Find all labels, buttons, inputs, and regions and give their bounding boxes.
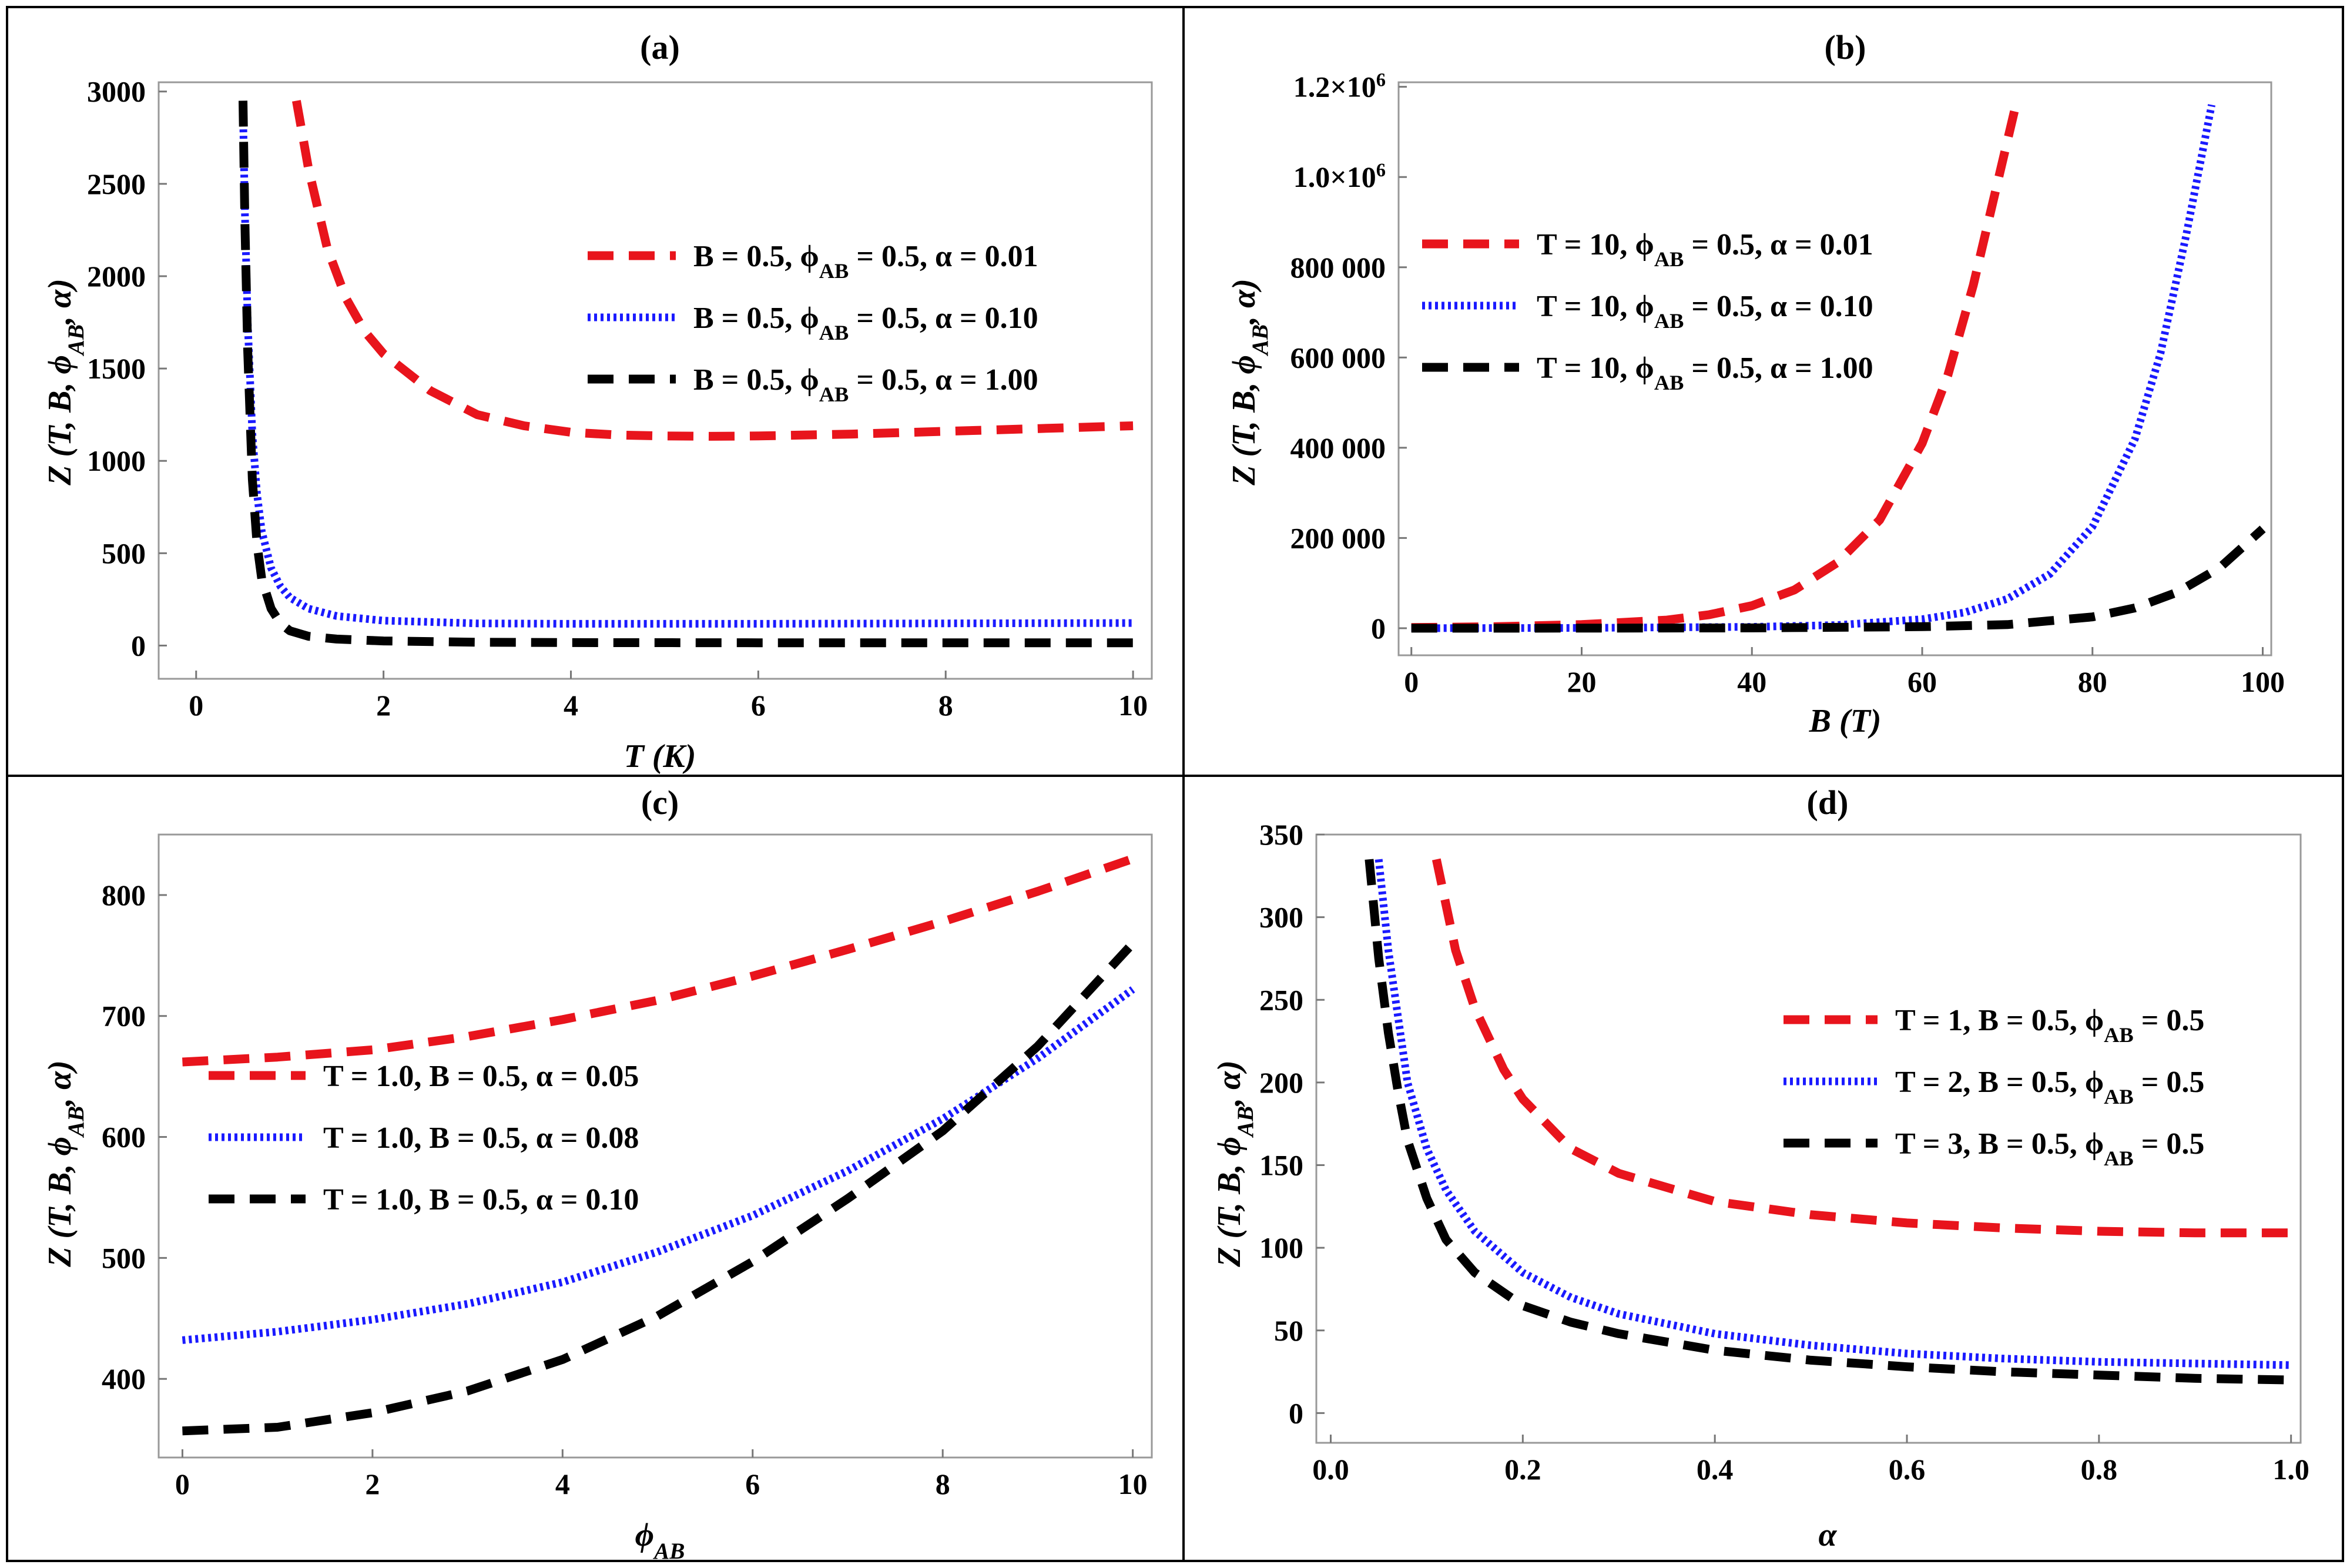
panel-b-ytick-label: 1.0×106 bbox=[1293, 160, 1386, 193]
panel-a-ytick-label: 500 bbox=[102, 537, 146, 569]
panel-d-xlabel: α bbox=[1819, 1517, 1838, 1553]
panel-d-ytick-label: 200 bbox=[1259, 1066, 1303, 1099]
panel-c-ytick-label: 400 bbox=[102, 1362, 146, 1395]
panel-c-xtick-label: 10 bbox=[1118, 1468, 1148, 1500]
panel-b: (b) B (T) Z (T, B, ϕAB, α) 0 20 40 60 80 1000… bbox=[1226, 28, 2285, 739]
panel-d-xtick-label: 0.8 bbox=[2081, 1453, 2118, 1486]
panel-b-xlabel: B (T) bbox=[1809, 703, 1882, 739]
panel-d-ytick-label: 100 bbox=[1259, 1231, 1303, 1264]
panel-d-ytick-label: 300 bbox=[1259, 901, 1303, 934]
panel-d-xtick-label: 0.4 bbox=[1697, 1453, 1734, 1486]
panel-a-marks: 0 2 4 6 8 10 0 500 1000 1500 2000 2500 3000 B = 0.5, … bbox=[87, 75, 1148, 722]
panel-c-title: (c) bbox=[641, 783, 679, 822]
panel-c-xtick-label: 6 bbox=[745, 1468, 760, 1500]
panel-b-legend-label-blue: T = 10, ϕAB = 0.5, α = 0.10 bbox=[1537, 290, 1873, 333]
panel-c-ytick-label: 800 bbox=[102, 879, 146, 912]
figure-frame bbox=[6, 6, 2344, 1562]
panel-b-ytick-label: 200 000 bbox=[1290, 521, 1386, 554]
panel-c-legend-label-black: T = 1.0, B = 0.5, α = 0.10 bbox=[323, 1183, 639, 1217]
panel-b-series-blue bbox=[1411, 104, 2215, 632]
panel-b-plot-area bbox=[1397, 81, 2272, 656]
panel-a-ytick-label: 3000 bbox=[87, 75, 146, 108]
panel-b-ytick-label: 800 000 bbox=[1290, 251, 1386, 284]
panel-d-ytick-label: 250 bbox=[1259, 983, 1303, 1016]
panel-d-legend-label-red: T = 1, B = 0.5, ϕAB = 0.5 bbox=[1895, 1004, 2204, 1047]
panel-a-title: (a) bbox=[640, 28, 680, 66]
panel-a-xtick-label: 0 bbox=[189, 689, 203, 722]
panel-a-xtick-label: 2 bbox=[376, 689, 391, 722]
panel-c-xtick-label: 0 bbox=[175, 1468, 190, 1500]
panel-a-xtick-label: 10 bbox=[1118, 689, 1148, 722]
panel-b-xtick-label: 60 bbox=[1908, 665, 1937, 698]
panel-b-ytick-label: 400 000 bbox=[1290, 431, 1386, 464]
panel-c-xtick-label: 4 bbox=[555, 1468, 570, 1500]
panel-d-ytick-label: 150 bbox=[1259, 1149, 1303, 1182]
panel-c-series-black bbox=[182, 940, 1137, 1436]
panel-d-plot-area bbox=[1315, 833, 2302, 1444]
panel-d-series-blue bbox=[1375, 859, 2291, 1369]
panel-b-xtick-label: 20 bbox=[1567, 665, 1596, 698]
panel-d-ytick-label: 350 bbox=[1259, 818, 1303, 851]
panel-b-marks: 0 20 40 60 80 100 0 200 000 400 000 600 000 800 00… bbox=[1290, 70, 2285, 698]
panel-d-legend-label-black: T = 3, B = 0.5, ϕAB = 0.5 bbox=[1895, 1127, 2204, 1170]
panel-d-ylabel: Z (T, B, ϕAB, α) bbox=[1211, 1060, 1258, 1268]
panel-c-legend-label-blue: T = 1.0, B = 0.5, α = 0.08 bbox=[323, 1121, 639, 1155]
panel-b-xtick-label: 80 bbox=[2078, 665, 2107, 698]
panel-b-title: (b) bbox=[1825, 28, 1866, 66]
panel-a-ytick-label: 1000 bbox=[87, 444, 146, 477]
panel-d-ytick-label: 50 bbox=[1274, 1314, 1303, 1347]
panel-c-xlabel: ϕAB bbox=[635, 1517, 685, 1564]
panel-a-ytick-label: 1500 bbox=[87, 352, 146, 385]
panel-a-legend-label-red: B = 0.5, ϕAB = 0.5, α = 0.01 bbox=[693, 240, 1038, 283]
panel-d-xtick-label: 0.0 bbox=[1312, 1453, 1349, 1486]
panel-a-series-black bbox=[239, 100, 1134, 648]
panel-a-xtick-label: 4 bbox=[564, 689, 578, 722]
panel-c-ytick-label: 600 bbox=[102, 1121, 146, 1154]
panel-a-ytick-label: 2000 bbox=[87, 260, 146, 293]
panel-d: (d) α Z (T, B, ϕAB, α) 0.0 0.2 0.4 0.6 0.8 1.… bbox=[1211, 783, 2309, 1553]
panel-a-xlabel: T (K) bbox=[624, 738, 696, 775]
panel-c-ytick-label: 500 bbox=[102, 1241, 146, 1274]
panel-b-ytick-label: 1.2×106 bbox=[1293, 70, 1386, 103]
panel-a: (a) T (K) Z (T, B, ϕAB, α) 0 2 4 6 8 10 0 500 10… bbox=[42, 28, 1153, 775]
panel-c-xtick-label: 8 bbox=[936, 1468, 950, 1500]
panel-c-marks: 0 2 4 6 8 10 400 500 600 700 800 T = 1.0, B = 0.5, … bbox=[102, 855, 1148, 1500]
panel-d-xtick-label: 1.0 bbox=[2272, 1453, 2309, 1486]
panel-b-xtick-label: 100 bbox=[2241, 665, 2285, 698]
panel-b-xtick-label: 40 bbox=[1737, 665, 1766, 698]
panel-b-ytick-label: 600 000 bbox=[1290, 341, 1386, 374]
panel-d-series-black bbox=[1365, 859, 2291, 1385]
panel-d-marks: 0.0 0.2 0.4 0.6 0.8 1.0 0 50 100 150 200 250 300 350 T… bbox=[1259, 818, 2309, 1486]
panel-a-ylabel: Z (T, B, ϕAB, α) bbox=[42, 279, 89, 486]
panel-c-plot-area bbox=[157, 833, 1153, 1459]
panel-b-xtick-label: 0 bbox=[1404, 665, 1419, 698]
panel-c-xtick-label: 2 bbox=[365, 1468, 380, 1500]
panel-d-xtick-label: 0.2 bbox=[1504, 1453, 1541, 1486]
panel-c-ylabel: Z (T, B, ϕAB, α) bbox=[42, 1060, 89, 1268]
panel-a-plot-area bbox=[157, 81, 1153, 680]
panel-a-ytick-label: 2500 bbox=[87, 167, 146, 200]
panel-d-title: (d) bbox=[1807, 783, 1849, 822]
panel-b-ylabel: Z (T, B, ϕAB, α) bbox=[1226, 279, 1273, 486]
panel-d-xtick-label: 0.6 bbox=[1889, 1453, 1926, 1486]
panel-a-series-red bbox=[292, 100, 1134, 441]
panel-d-legend-label-blue: T = 2, B = 0.5, ϕAB = 0.5 bbox=[1895, 1066, 2204, 1108]
panel-a-xtick-label: 6 bbox=[751, 689, 766, 722]
panel-d-ytick-label: 0 bbox=[1289, 1396, 1303, 1429]
panel-a-legend-label-blue: B = 0.5, ϕAB = 0.5, α = 0.10 bbox=[693, 301, 1038, 344]
panel-c: (c) ϕAB Z (T, B, ϕAB, α) 0 2 4 6 8 10 400 500 60… bbox=[42, 783, 1153, 1564]
panel-b-legend-label-black: T = 10, ϕAB = 0.5, α = 1.00 bbox=[1537, 351, 1873, 394]
panel-b-ytick-label: 0 bbox=[1371, 612, 1386, 645]
panel-a-xtick-label: 8 bbox=[938, 689, 953, 722]
panel-c-ytick-label: 700 bbox=[102, 1000, 146, 1033]
panel-d-series-red bbox=[1432, 858, 2291, 1238]
panel-b-series-black bbox=[1411, 525, 2266, 633]
panel-a-ytick-label: 0 bbox=[131, 629, 146, 662]
panel-c-legend-label-red: T = 1.0, B = 0.5, α = 0.05 bbox=[323, 1060, 639, 1093]
panel-b-legend-label-red: T = 10, ϕAB = 0.5, α = 0.01 bbox=[1537, 228, 1873, 271]
panel-a-legend-label-black: B = 0.5, ϕAB = 0.5, α = 1.00 bbox=[693, 363, 1038, 406]
